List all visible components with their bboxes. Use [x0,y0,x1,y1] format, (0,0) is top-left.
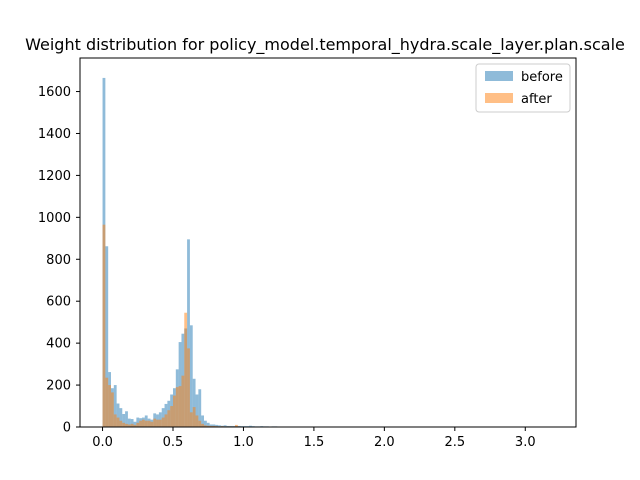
bar-after [144,420,148,427]
x-tick-label: 3.0 [515,435,536,450]
bar-before [215,424,219,427]
x-tick-label: 0.0 [92,435,113,450]
x-tick-label: 2.0 [374,435,395,450]
bar-before [187,239,190,427]
y-tick-label: 400 [46,337,71,352]
bar-before [127,418,131,427]
legend-label-before: before [521,70,563,85]
bar-before [206,422,210,427]
bar-before [223,425,227,427]
x-tick-label: 2.5 [444,435,465,450]
bar-before [192,378,196,427]
y-tick-label: 200 [46,379,71,394]
bar-after [142,419,145,427]
bar-after [167,410,171,427]
bar-after [164,414,168,427]
bar-after [187,348,190,427]
histogram-bars [102,77,326,428]
bar-after [119,420,123,427]
bar-after [201,423,204,427]
bar-after [122,422,126,427]
bar-after [108,385,111,427]
bar-before [125,411,128,427]
bar-after [195,415,199,427]
bar-after [150,421,154,427]
bar-before [105,246,109,427]
bar-before [130,419,134,427]
bar-before [136,417,140,427]
bar-after [102,224,106,427]
legend: before after [475,63,571,113]
bar-before [189,325,193,427]
bar-before [113,385,117,427]
bar-after [147,420,151,427]
bar-before [198,389,202,427]
plot-frame [79,57,577,428]
legend-swatch-before [485,71,513,81]
bar-before [249,425,252,427]
bar-after [156,419,159,427]
x-tick-label: 1.5 [304,435,325,450]
y-tick-label: 1400 [38,127,71,142]
bar-before [201,415,204,427]
bar-before [195,394,199,427]
bar-after [181,375,185,427]
bar-before [209,424,213,427]
y-tick-label: 1200 [38,169,71,184]
bar-after [153,418,157,427]
bar-after [206,425,210,427]
x-tick-label: 1.0 [233,435,254,450]
bar-after [133,424,137,427]
bar-after [192,407,196,427]
bar-after [204,425,207,427]
bar-after [209,425,213,427]
bar-after [158,419,162,427]
legend-label-after: after [521,92,552,107]
bar-after [113,414,117,427]
y-tick-label: 800 [46,253,71,268]
y-tick-label: 1600 [38,85,71,100]
series-after [102,224,272,427]
chart-title: Weight distribution for policy_model.tem… [25,35,625,55]
bar-before [178,342,182,427]
bar-after [173,395,176,427]
y-tick-label: 1000 [38,211,71,226]
bar-after [130,423,134,427]
bar-after [184,312,188,427]
y-tick-label: 600 [46,295,71,310]
bar-before [133,421,137,427]
bar-after [189,412,193,427]
bar-after [127,424,131,427]
bar-after [175,387,179,427]
y-tick-label: 0 [63,421,71,436]
axes: 0.0 0.5 1.0 1.5 2.0 2.5 3.0 0 200 400 600 800 1000 12… [38,57,577,450]
legend-swatch-after [485,93,513,103]
bar-after [161,417,165,427]
bar-after [111,392,114,427]
bar-after [170,406,173,427]
bar-after [212,425,216,427]
series-before [102,77,326,428]
bar-before [212,424,216,427]
bar-after [136,422,140,427]
x-tick-label: 0.5 [163,435,184,450]
bar-after [139,420,142,427]
bar-after [125,423,128,427]
bar-after [178,386,182,427]
bar-after [116,417,120,427]
bar-before [122,414,126,427]
bar-before [204,420,207,427]
bar-before [116,403,120,427]
bar-before [218,425,221,427]
bar-after [105,377,109,427]
bar-after [235,424,238,427]
bar-before [119,408,123,427]
bar-after [198,420,202,427]
